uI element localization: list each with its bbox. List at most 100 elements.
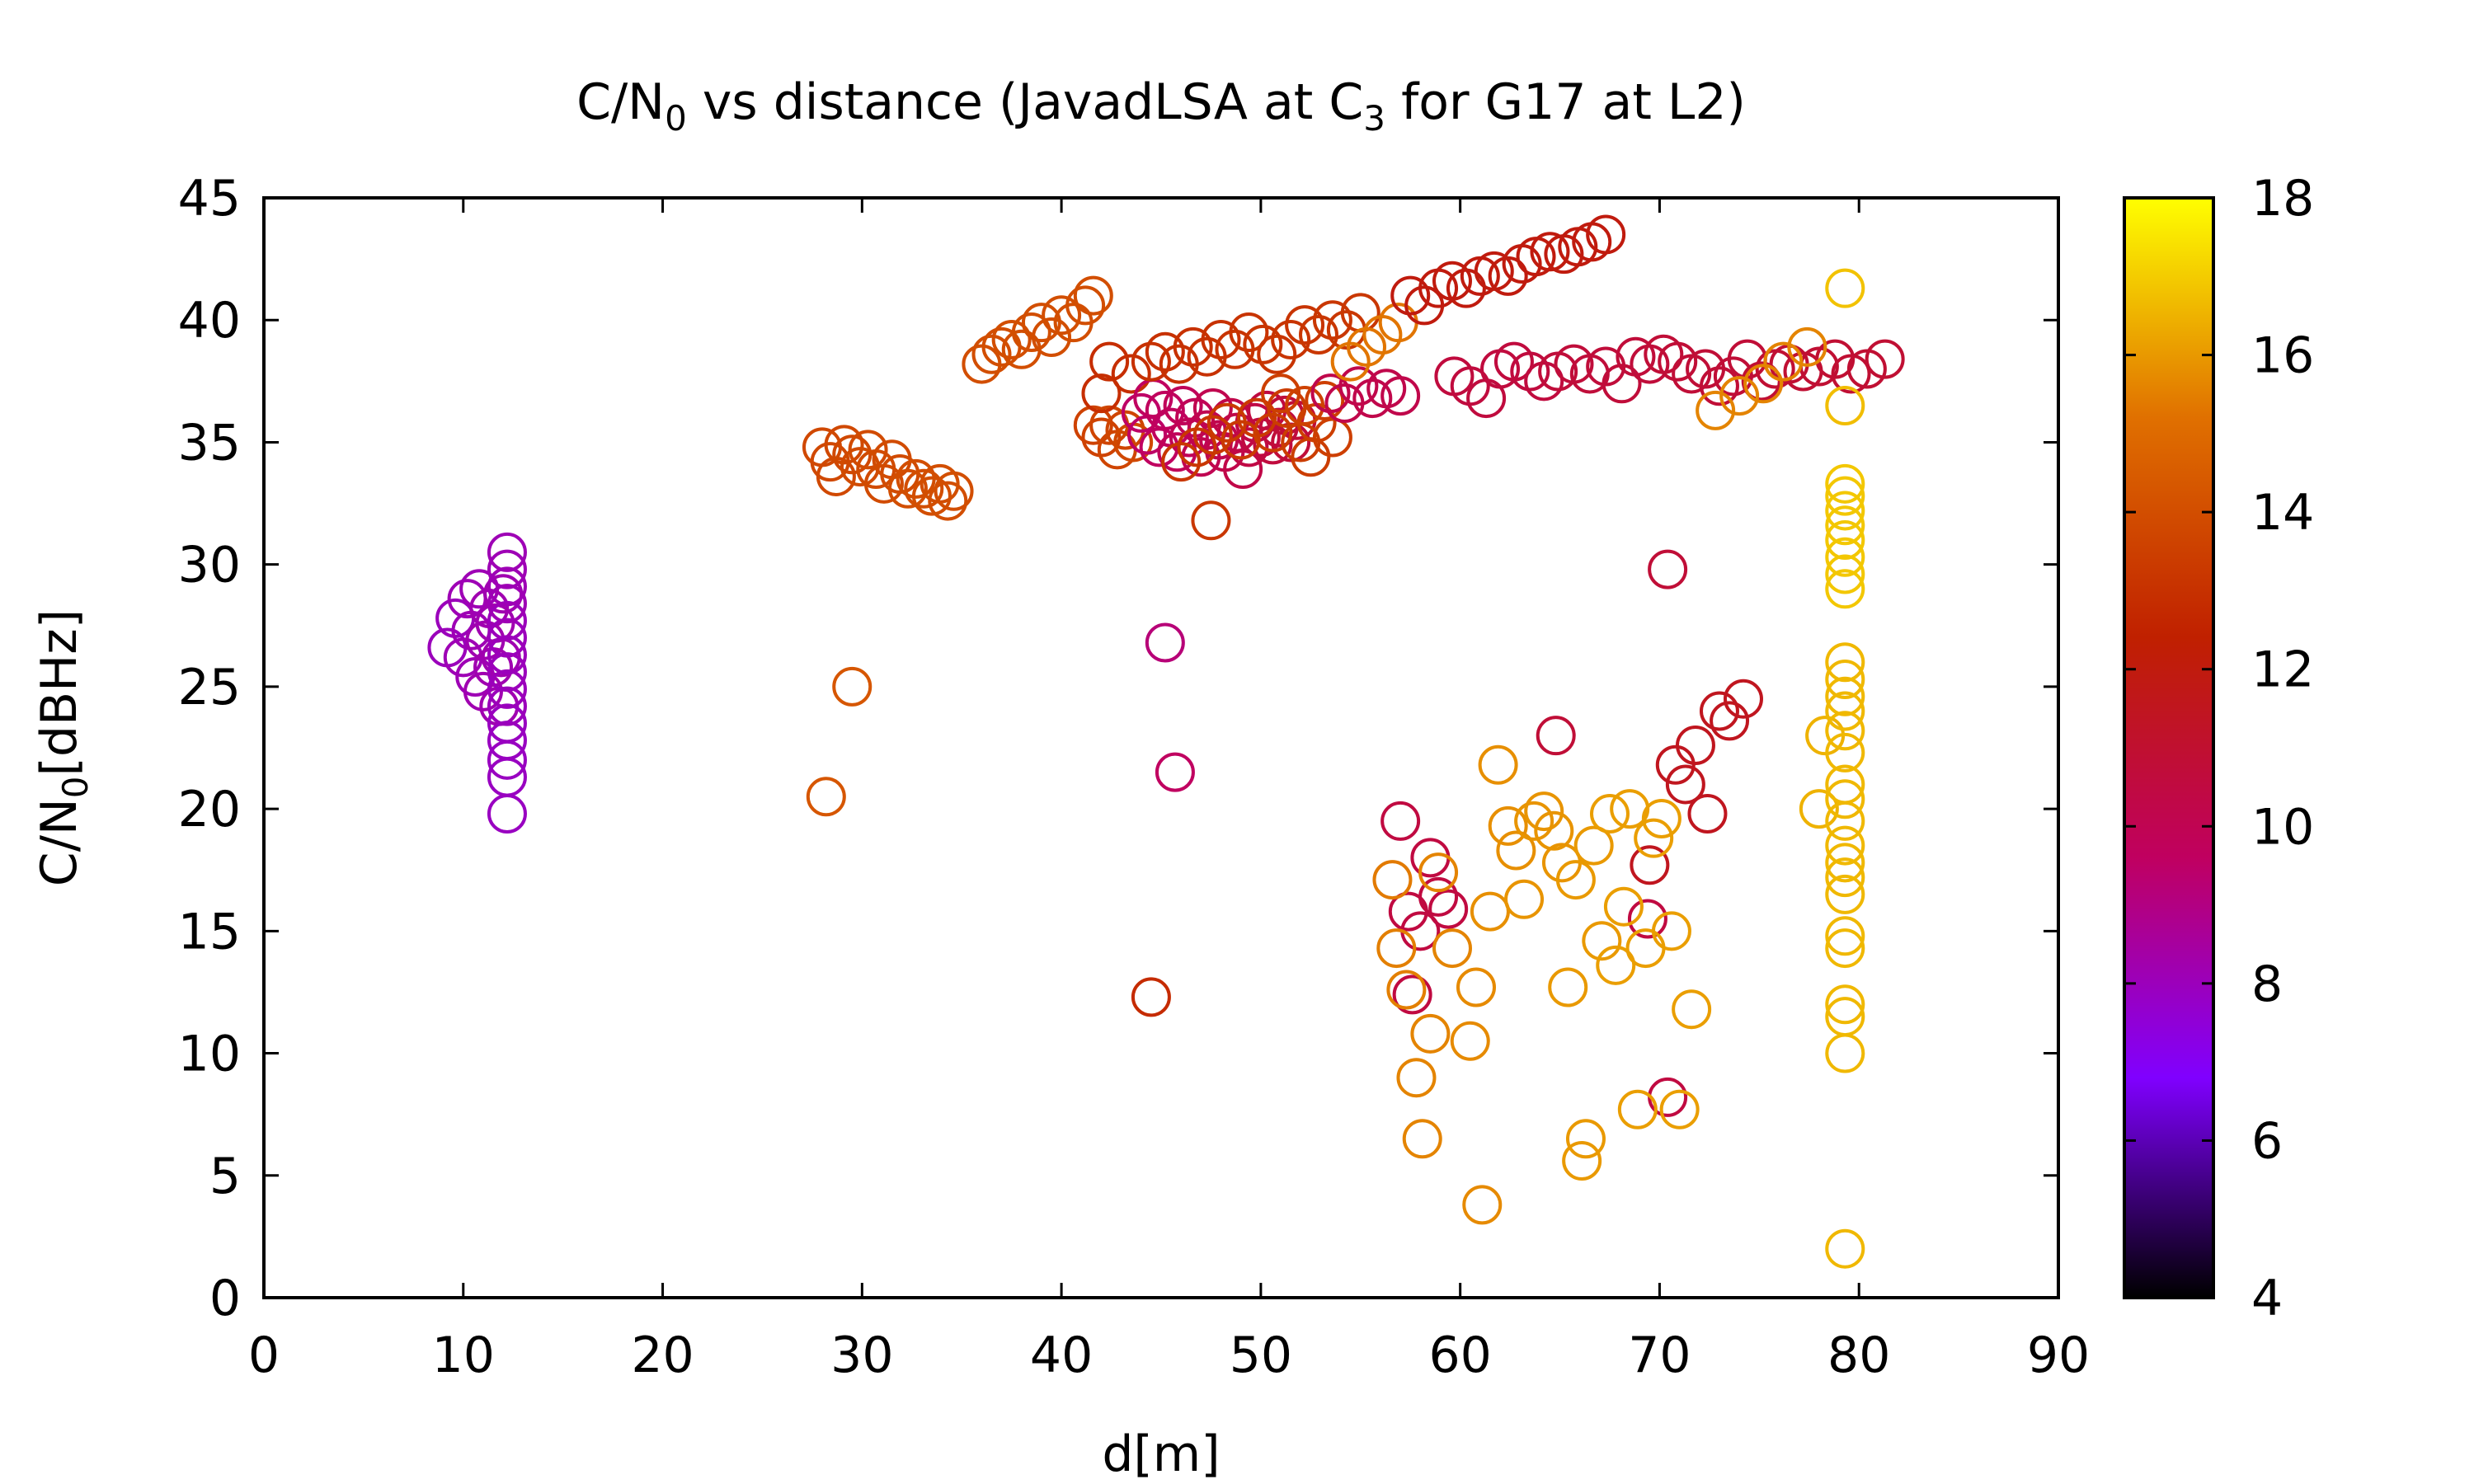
- data-point: [1032, 317, 1072, 357]
- data-point: [1846, 349, 1887, 389]
- y-axis-label: C/N0[dBHz]: [31, 609, 96, 886]
- data-point: [487, 549, 527, 589]
- data-point: [1243, 324, 1283, 364]
- data-point: [1285, 305, 1325, 345]
- data-point: [1825, 569, 1865, 609]
- data-point: [1163, 385, 1203, 425]
- data-point: [1648, 549, 1688, 589]
- data-point: [1825, 463, 1865, 504]
- data-point: [1825, 385, 1865, 425]
- colorbar-tick-label: 4: [2251, 1270, 2283, 1327]
- data-point: [1145, 331, 1185, 372]
- data-point: [1825, 874, 1865, 914]
- data-point: [1223, 449, 1263, 490]
- data-point: [1825, 537, 1865, 577]
- data-point: [1665, 764, 1705, 805]
- colorbar-tick-label: 16: [2251, 327, 2314, 385]
- data-point: [1530, 232, 1570, 272]
- data-point: [1555, 860, 1596, 900]
- data-point: [934, 471, 974, 511]
- data-point: [487, 686, 527, 726]
- data-point: [1787, 326, 1827, 367]
- data-point: [1825, 825, 1865, 866]
- data-point: [1825, 691, 1865, 731]
- data-point: [1330, 341, 1371, 382]
- data-point: [1428, 889, 1469, 929]
- x-tick-label: 90: [2027, 1327, 2090, 1384]
- data-point: [1145, 622, 1185, 663]
- data-point: [1825, 984, 1865, 1025]
- data-point: [1352, 378, 1393, 419]
- data-point: [1825, 491, 1865, 531]
- data-point: [1305, 381, 1345, 421]
- data-point: [1699, 691, 1739, 731]
- data-point: [1825, 1228, 1865, 1269]
- data-point: [1825, 505, 1865, 546]
- data-point: [1825, 711, 1865, 751]
- data-point: [1362, 315, 1403, 355]
- x-tick-label: 20: [631, 1327, 694, 1384]
- data-point: [1310, 373, 1351, 414]
- data-point: [1825, 520, 1865, 561]
- data-point: [1410, 1013, 1451, 1054]
- data-point: [928, 481, 968, 521]
- data-point: [1073, 275, 1113, 316]
- data-point: [487, 600, 527, 641]
- data-point: [887, 468, 928, 509]
- data-point: [1573, 825, 1614, 866]
- data-point: [487, 566, 527, 607]
- y-tick-label: 0: [209, 1270, 241, 1327]
- data-point: [487, 669, 527, 709]
- data-point: [1504, 879, 1545, 919]
- y-tick-label: 35: [178, 414, 241, 472]
- data-point: [1524, 361, 1564, 402]
- data-point: [1131, 341, 1171, 382]
- data-point: [1658, 341, 1698, 382]
- plot-frame: [262, 196, 2060, 1299]
- data-point: [1253, 412, 1293, 453]
- data-point: [1825, 642, 1865, 683]
- data-point: [1229, 427, 1269, 467]
- data-point: [1390, 275, 1431, 316]
- data-point: [487, 635, 527, 675]
- data-point: [487, 703, 527, 744]
- data-point: [1338, 366, 1379, 406]
- x-tick-label: 0: [248, 1327, 280, 1384]
- data-point: [1719, 376, 1760, 416]
- colorbar-tick-label: 8: [2251, 956, 2283, 1013]
- y-tick-label: 15: [178, 903, 241, 960]
- data-points: [427, 214, 1905, 1269]
- data-point: [1402, 1119, 1442, 1159]
- data-point: [1699, 366, 1739, 406]
- colorbar-ticks: 4 6 8 10 12 14 16 18: [2124, 170, 2314, 1327]
- data-point: [1825, 268, 1865, 308]
- colorbar-tick-label: 10: [2251, 798, 2314, 856]
- data-point: [1380, 376, 1421, 416]
- data-point: [1630, 344, 1670, 384]
- data-point: [1825, 554, 1865, 594]
- x-axis-label: d[m]: [1102, 1425, 1220, 1483]
- data-point: [1173, 326, 1213, 367]
- data-point: [1743, 364, 1784, 404]
- data-point: [1450, 1021, 1490, 1061]
- data-point: [1634, 818, 1674, 858]
- data-point: [1496, 830, 1536, 871]
- data-point: [1548, 967, 1588, 1007]
- y-tick-label: 30: [178, 537, 241, 594]
- data-point: [1131, 977, 1171, 1017]
- data-point: [1641, 798, 1681, 838]
- data-point: [1257, 334, 1297, 374]
- data-point: [1825, 476, 1865, 516]
- data-point: [1825, 843, 1865, 883]
- data-point: [1312, 300, 1352, 340]
- data-point: [1582, 921, 1622, 961]
- data-point: [487, 794, 527, 834]
- data-point: [1155, 752, 1195, 792]
- data-point: [1825, 997, 1865, 1037]
- x-tick-label: 10: [432, 1327, 495, 1384]
- data-point: [1470, 891, 1510, 932]
- data-point: [1432, 928, 1472, 969]
- y-tick-label: 40: [178, 292, 241, 350]
- data-point: [1372, 860, 1413, 900]
